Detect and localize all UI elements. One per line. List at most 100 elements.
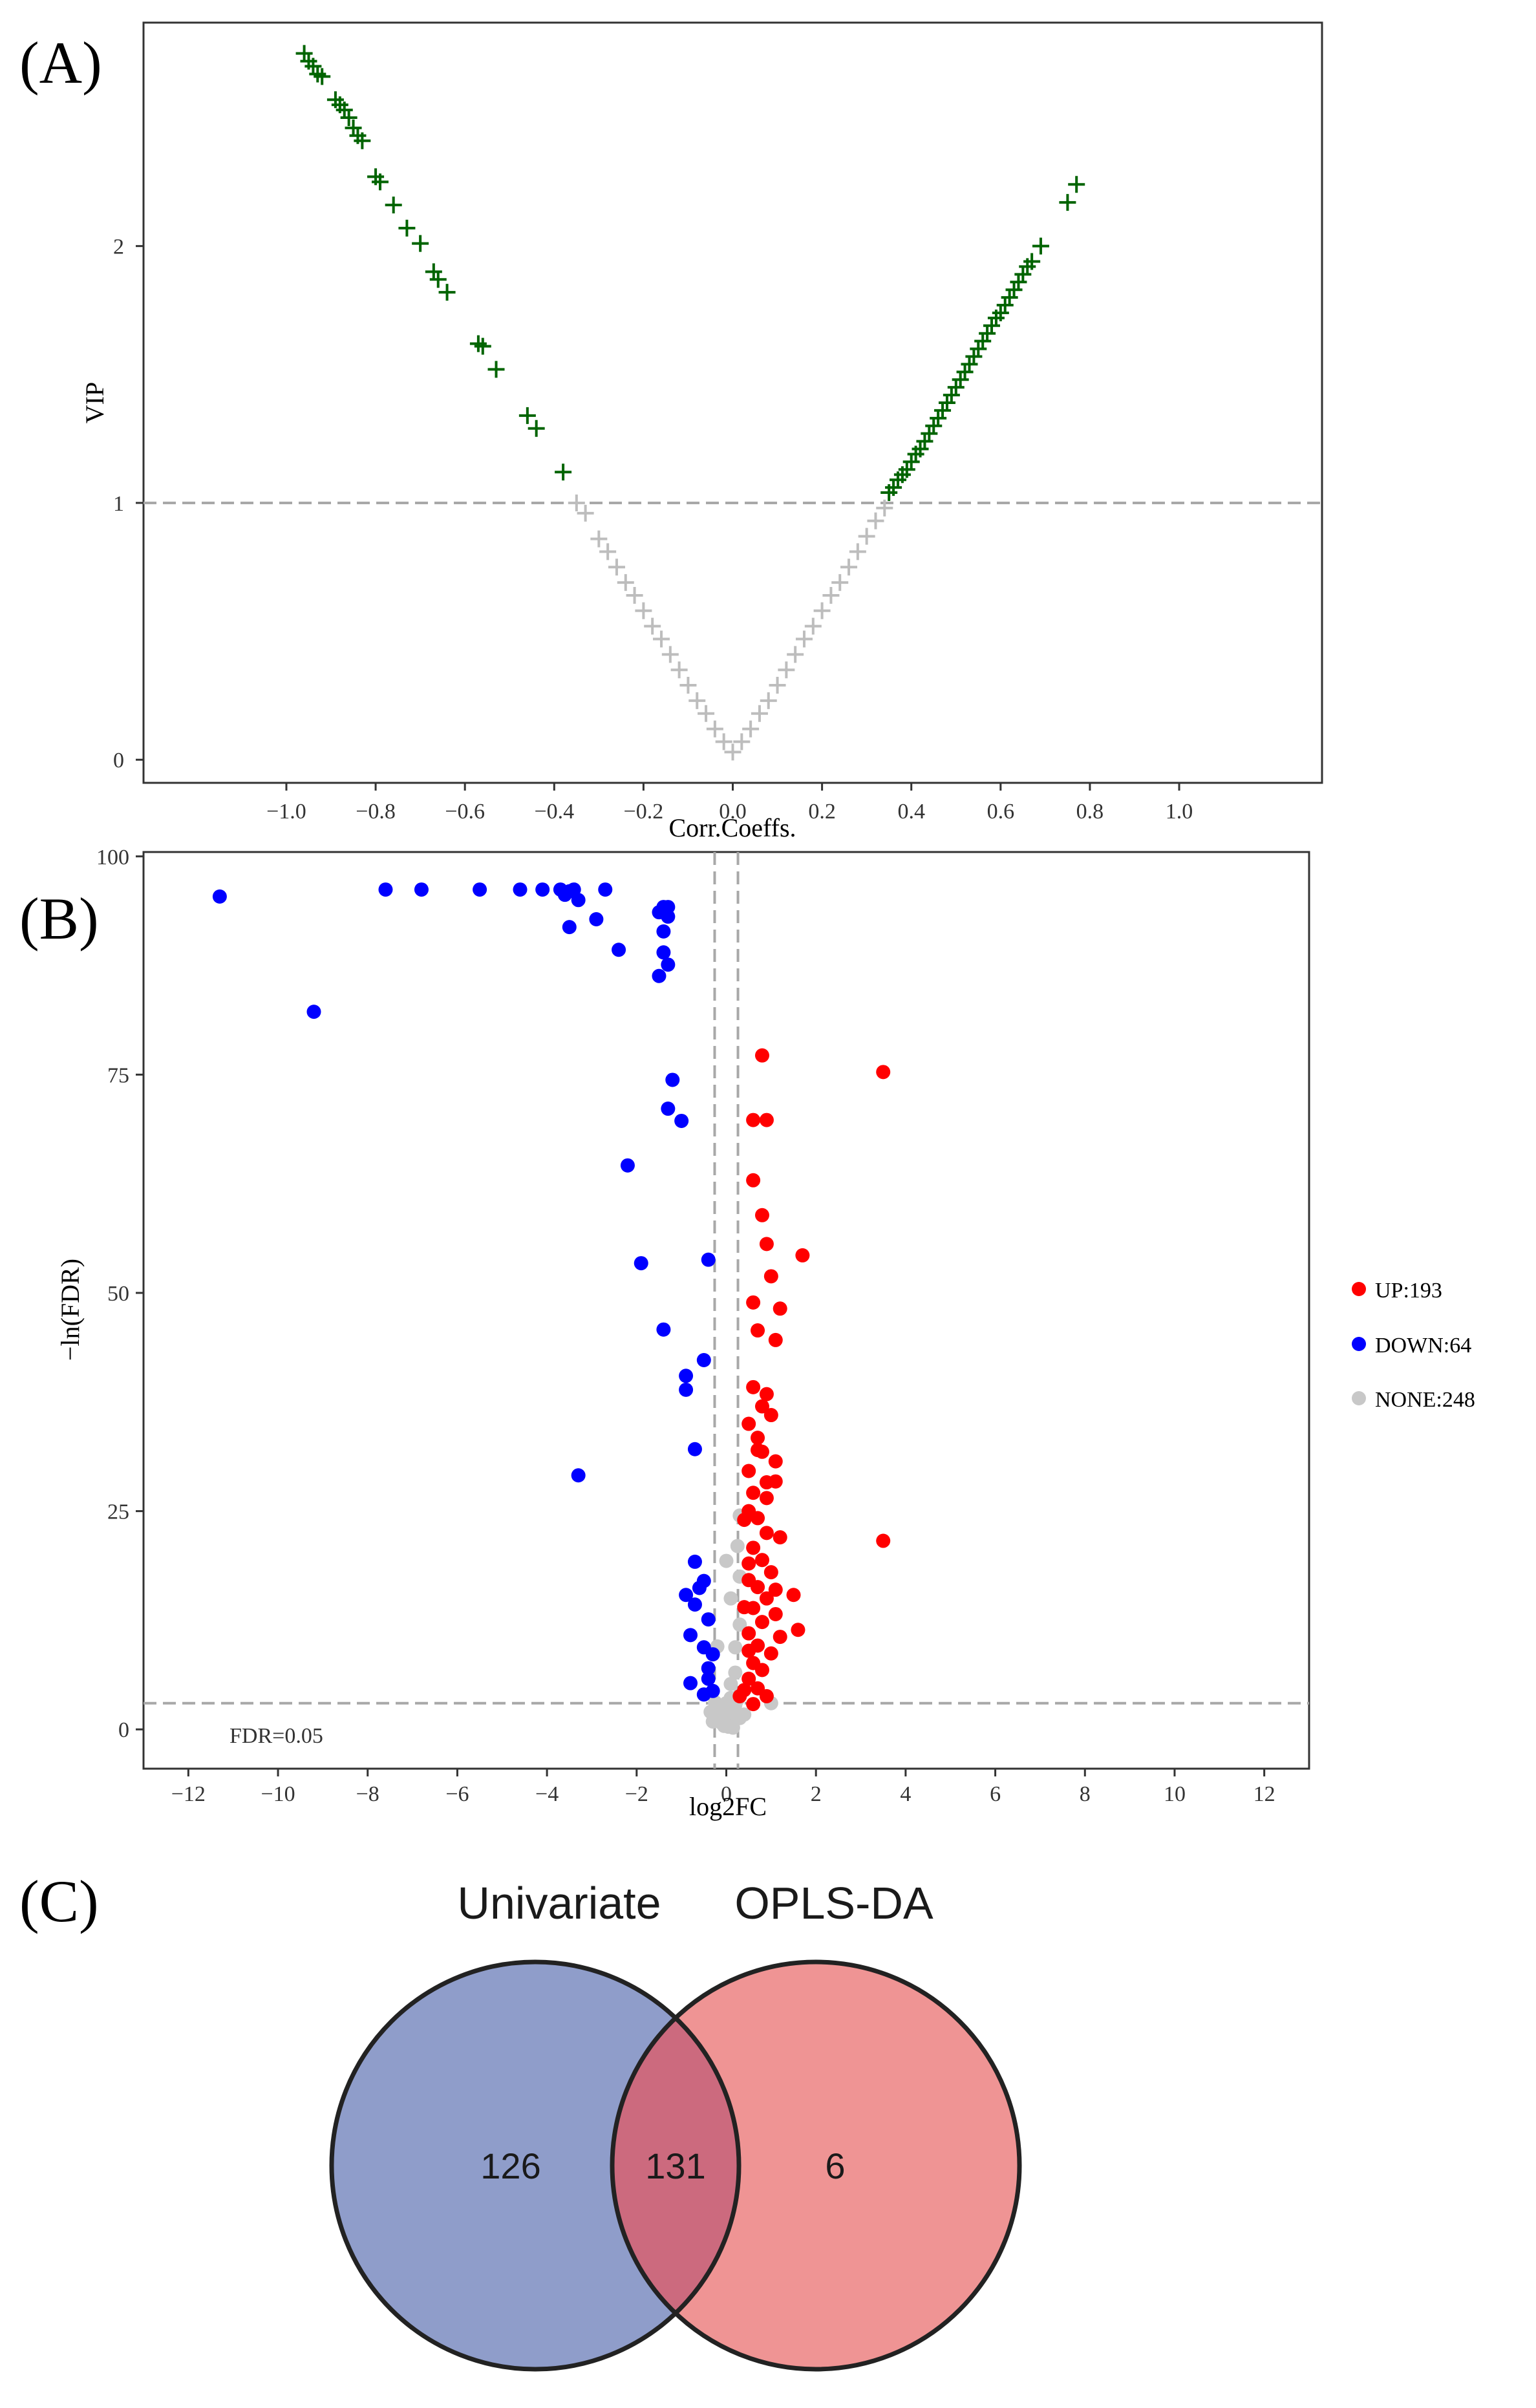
vip-x-tick-label-8: 0.6 <box>987 800 1015 824</box>
volcano-point-up-7 <box>795 1248 810 1263</box>
legend-down-marker <box>1352 1337 1366 1351</box>
vip-plot-x-label: Corr.Coeffs. <box>668 813 796 842</box>
volcano-point-up-14 <box>759 1387 774 1401</box>
volcano-point-up-59 <box>759 1491 774 1506</box>
vip-point-1-13 <box>688 692 706 709</box>
volcano-point-none-25 <box>719 1553 734 1568</box>
volcano-point-up-10 <box>773 1301 787 1316</box>
vip-point-1-24 <box>787 646 804 663</box>
volcano-point-up-45 <box>741 1671 756 1686</box>
volcano-x-tick-label-1: −10 <box>261 1782 295 1806</box>
vip-plot-frame <box>142 21 1323 784</box>
vip-point-1-30 <box>840 559 858 576</box>
volcano-point-down-18 <box>661 909 676 924</box>
volcano-point-none-24 <box>725 1720 740 1735</box>
vip-point-1-28 <box>822 586 840 604</box>
volcano-x-tick-label-8: 4 <box>900 1782 911 1806</box>
volcano-plot-points <box>212 882 891 1735</box>
volcano-point-down-12 <box>589 911 604 926</box>
vip-point-1-9 <box>653 630 670 648</box>
volcano-point-down-11 <box>557 888 572 902</box>
vip-point-1-4 <box>608 559 625 576</box>
vip-point-1-16 <box>715 733 732 751</box>
vip-point-1-25 <box>795 630 813 648</box>
volcano-point-down-29 <box>634 1256 648 1271</box>
vip-point-1-33 <box>867 512 884 529</box>
volcano-point-down-20 <box>656 945 671 960</box>
volcano-point-down-3 <box>473 882 487 897</box>
volcano-point-down-35 <box>571 1468 586 1483</box>
volcano-point-up-9 <box>746 1295 761 1310</box>
volcano-point-up-40 <box>773 1630 787 1645</box>
volcano-point-up-52 <box>741 1556 756 1571</box>
volcano-point-up-33 <box>786 1588 801 1603</box>
volcano-point-up-17 <box>751 1431 765 1445</box>
volcano-y-tick-label-2: 50 <box>107 1282 129 1306</box>
vip-point-1-22 <box>769 677 786 694</box>
volcano-point-up-47 <box>759 1689 774 1703</box>
venn-right-count: 6 <box>825 2146 845 2186</box>
volcano-point-up-1 <box>876 1065 891 1080</box>
vip-point-0-59 <box>1032 237 1049 255</box>
vip-point-0-60 <box>1059 194 1076 211</box>
vip-point-1-0 <box>568 494 585 511</box>
vip-plot-panel: −1.0 −0.8 −0.6 −0.4 −0.2 0.0 0.2 0.4 0.6 0.8 1.0 0… <box>80 21 1323 842</box>
volcano-point-down-42 <box>683 1628 698 1643</box>
volcano-point-down-46 <box>683 1676 698 1690</box>
volcano-point-down-5 <box>535 882 550 897</box>
volcano-point-up-51 <box>737 1600 752 1615</box>
legend-none-label: NONE:248 <box>1375 1388 1475 1412</box>
volcano-point-none-31 <box>723 1677 738 1692</box>
vip-point-0-15 <box>398 219 416 237</box>
volcano-x-tick-label-2: −8 <box>356 1782 379 1806</box>
vip-y-tick-label-1: 1 <box>113 492 124 516</box>
volcano-point-down-33 <box>679 1382 694 1397</box>
volcano-point-down-41 <box>701 1612 716 1627</box>
vip-point-1-23 <box>778 661 795 679</box>
vip-x-tick-label-10: 1.0 <box>1166 800 1193 824</box>
vip-plot-x-axis: −1.0 −0.8 −0.6 −0.4 −0.2 0.0 0.2 0.4 0.6 0.8 1.0 <box>266 783 1193 824</box>
volcano-point-up-54 <box>751 1443 765 1458</box>
volcano-point-down-40 <box>687 1597 702 1612</box>
legend-none-marker <box>1352 1391 1366 1405</box>
vip-point-1-5 <box>617 574 634 591</box>
volcano-point-down-24 <box>665 1072 680 1087</box>
volcano-point-up-11 <box>751 1323 765 1338</box>
volcano-x-tick-label-7: 2 <box>811 1782 822 1806</box>
volcano-point-up-48 <box>746 1697 761 1712</box>
legend-down-label: DOWN:64 <box>1375 1334 1471 1358</box>
volcano-point-down-34 <box>687 1442 702 1456</box>
vip-point-1-18 <box>733 733 751 751</box>
volcano-point-down-30 <box>656 1322 671 1337</box>
vip-x-tick-label-1: −0.8 <box>356 800 396 824</box>
vip-point-1-11 <box>670 661 688 679</box>
vip-point-1-20 <box>751 705 768 722</box>
vip-point-1-10 <box>661 646 679 663</box>
vip-point-1-21 <box>760 692 777 709</box>
vip-point-0-24 <box>528 420 545 437</box>
panel-label-b: (B) <box>19 886 99 952</box>
vip-x-tick-label-4: −0.2 <box>624 800 664 824</box>
volcano-y-tick-label-1: 25 <box>107 1500 129 1524</box>
volcano-point-down-49 <box>696 1687 711 1702</box>
volcano-point-none-26 <box>723 1591 738 1606</box>
volcano-legend: UP:193 DOWN:64 NONE:248 <box>1352 1279 1475 1412</box>
volcano-point-up-53 <box>737 1513 752 1528</box>
vip-plot-y-axis: 0 1 2 <box>113 235 144 772</box>
volcano-point-down-21 <box>661 957 676 972</box>
volcano-point-none-35 <box>730 1539 745 1553</box>
vip-point-0-8 <box>340 109 357 126</box>
vip-point-0-16 <box>412 235 429 252</box>
volcano-point-down-22 <box>652 968 667 983</box>
volcano-point-down-47 <box>701 1671 716 1686</box>
volcano-point-up-13 <box>746 1380 761 1394</box>
vip-point-1-12 <box>679 677 697 694</box>
volcano-point-down-31 <box>696 1352 711 1367</box>
volcano-point-up-23 <box>746 1486 761 1500</box>
vip-point-0-23 <box>518 407 536 424</box>
vip-y-tick-label-0: 0 <box>113 749 124 772</box>
volcano-point-up-42 <box>763 1646 778 1661</box>
volcano-plot-y-label: −ln(FDR) <box>56 1259 85 1361</box>
venn-overlap-count: 131 <box>645 2146 705 2186</box>
venn-left-outline <box>329 1959 741 2372</box>
